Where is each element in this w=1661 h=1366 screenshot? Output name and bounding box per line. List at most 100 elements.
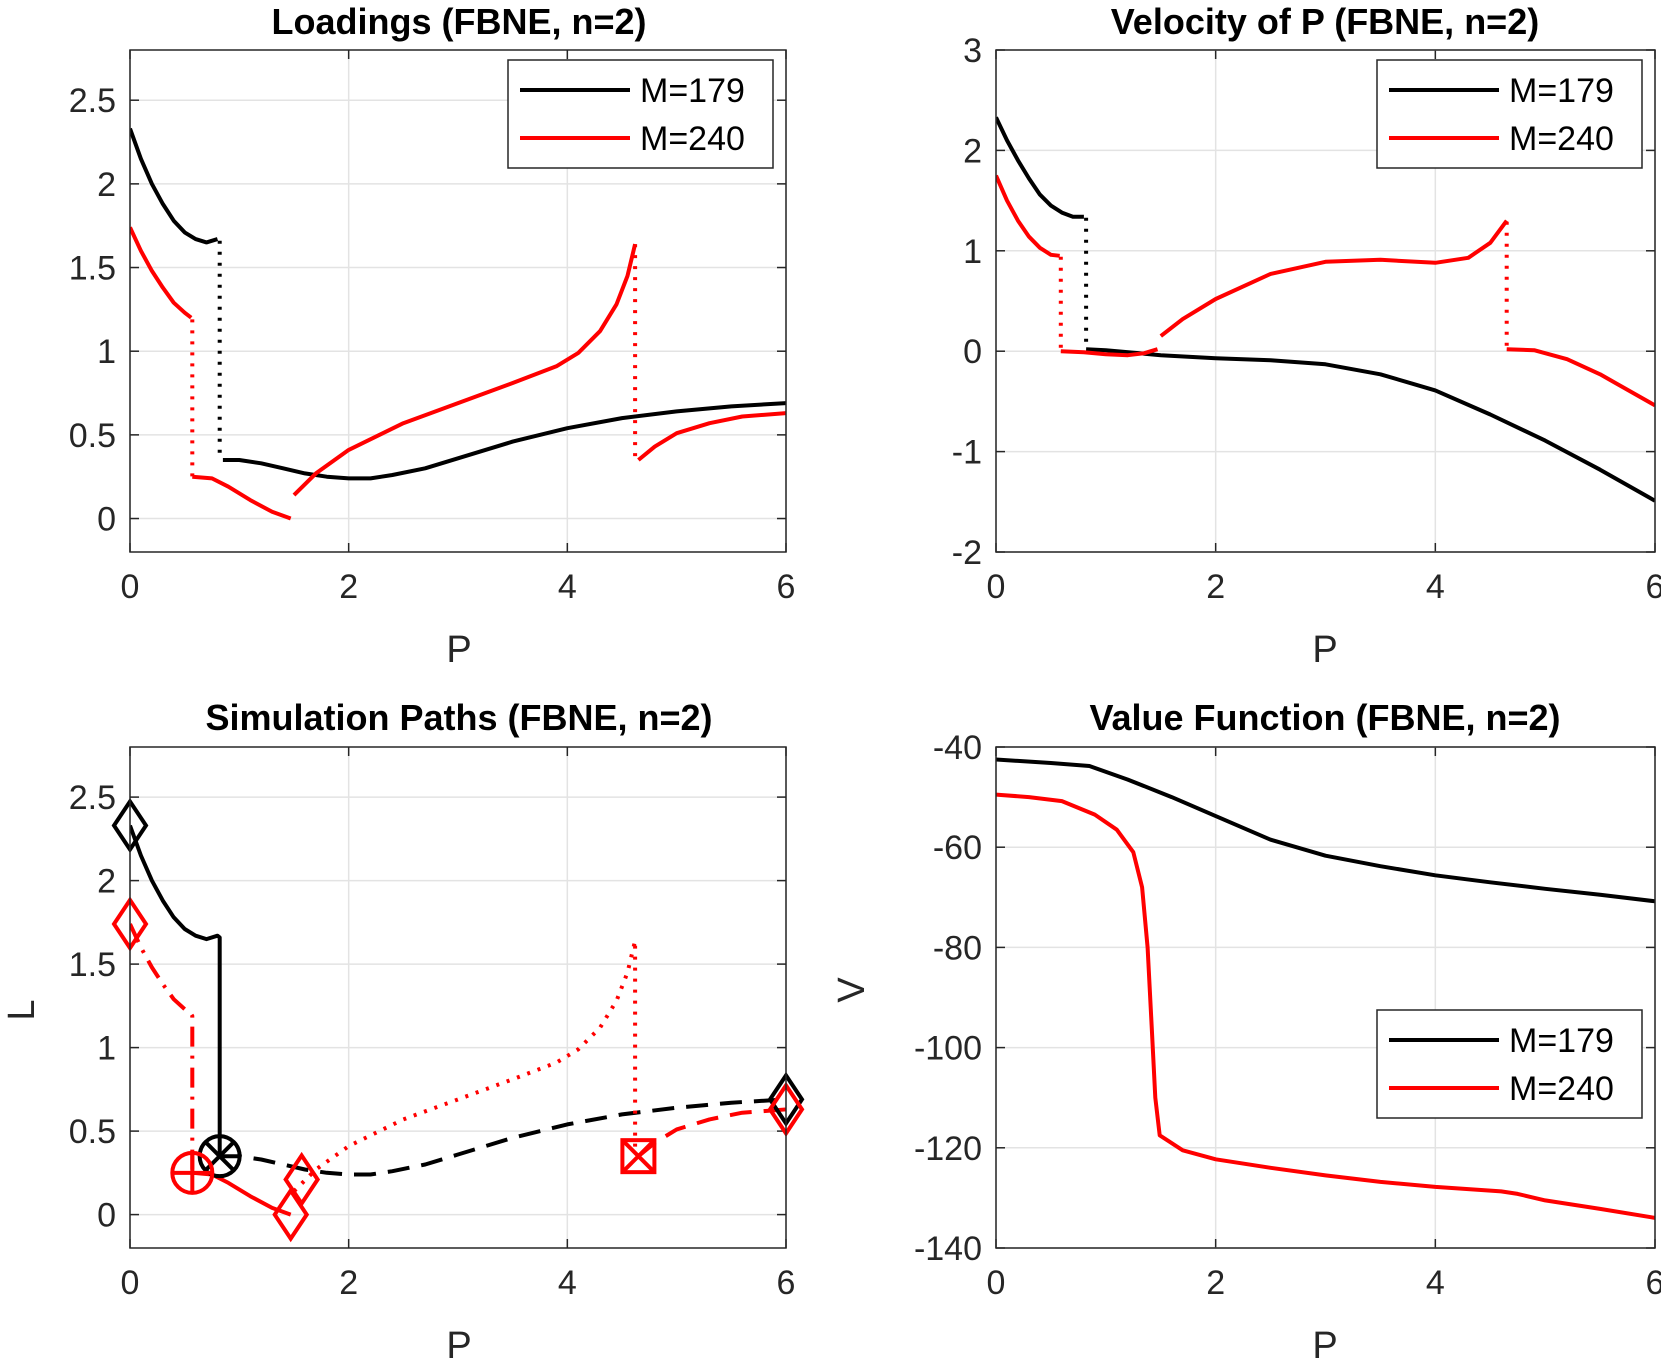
x-tick-label: 6	[777, 1264, 796, 1302]
panel-value-function: 0 2 4 6 -140 -120 -100 -80 -60 -40 M=179 M=240 Valu…	[831, 697, 1661, 1366]
legend-label: M=179	[1509, 1022, 1614, 1060]
series-line-m-240	[996, 792, 1655, 1220]
x-tick-label: 6	[1646, 1264, 1661, 1302]
series-line-black-path	[219, 1097, 786, 1177]
series-line-m-240	[1159, 219, 1509, 338]
square-shape	[620, 1138, 657, 1175]
y-tick-label: 1	[963, 233, 982, 271]
y-tick-label: -120	[914, 1130, 982, 1168]
x-axis-label: P	[446, 1325, 471, 1366]
legend: M=179 M=240	[507, 59, 774, 169]
axes-frame	[995, 49, 1656, 553]
series-line-m-179	[130, 127, 219, 245]
x-tick-label: 0	[987, 1264, 1006, 1302]
x-tick-label: 2	[1206, 568, 1225, 606]
legend-label: M=179	[1509, 72, 1614, 110]
chart-title: Loadings (FBNE, n=2)	[271, 1, 646, 42]
legend-box	[1376, 59, 1643, 169]
x-tick-label: 4	[558, 1264, 577, 1302]
plot-area: 0 2 4 6 -2 -1 0 1 2 3 M=179 M=240	[952, 32, 1661, 606]
y-tick-label: 3	[963, 32, 982, 70]
x-axis-label: P	[1312, 629, 1337, 671]
chart-title: Value Function (FBNE, n=2)	[1089, 697, 1560, 738]
series-line-m-179	[996, 116, 1084, 219]
legend-box	[507, 59, 774, 169]
legend-label: M=240	[640, 120, 745, 158]
series-line-red-path	[130, 923, 195, 1173]
cross-stroke	[620, 1138, 656, 1174]
legend-label: M=179	[640, 72, 745, 110]
x-tick-label: 4	[1426, 1264, 1445, 1302]
marker-circle-plus	[170, 1150, 215, 1195]
series-group	[996, 116, 1655, 503]
y-tick-label: 2	[963, 132, 982, 170]
legend-label: M=240	[1509, 120, 1614, 158]
y-axis-label: V	[831, 977, 873, 1003]
series-line-m-179	[222, 401, 786, 481]
axes-frame	[129, 746, 787, 1249]
plot-area: 0 2 4 6 -140 -120 -100 -80 -60 -40 M=179 M=240	[914, 729, 1661, 1302]
y-tick-label: 0.5	[69, 417, 116, 455]
y-tick-label: -60	[933, 829, 982, 867]
x-tick-label: 0	[121, 1264, 140, 1302]
y-tick-label: -1	[952, 434, 982, 472]
series-line-m-179	[996, 757, 1655, 904]
x-tick-label: 4	[558, 568, 577, 606]
y-tick-label: -80	[933, 929, 982, 967]
panel-simulation-paths: 0 2 4 6 0 0.5 1 1.5 2 2.5 Simulation Paths (FBNE,…	[1, 697, 805, 1366]
plot-background	[996, 747, 1655, 1248]
x-tick-label: 6	[1646, 568, 1661, 606]
legend: M=179 M=240	[1376, 59, 1643, 169]
x-tick-label: 4	[1426, 568, 1445, 606]
series-line-m-240	[1506, 347, 1655, 408]
y-tick-label: -2	[952, 534, 982, 572]
legend-label: M=240	[1509, 1070, 1614, 1108]
y-axis-label: L	[1, 999, 43, 1020]
series-group	[130, 127, 786, 521]
marker-square-x	[620, 1138, 657, 1175]
y-tick-label: 0	[97, 1197, 116, 1235]
x-tick-label: 0	[121, 568, 140, 606]
x-axis-label: P	[1312, 1325, 1337, 1366]
series-line-m-240	[292, 243, 638, 497]
series-line-m-240	[1060, 347, 1159, 358]
series-line-m-240	[996, 174, 1060, 258]
y-tick-label: 2	[97, 166, 116, 204]
y-tick-label: 0	[963, 333, 982, 371]
panel-velocity: 0 2 4 6 -2 -1 0 1 2 3 M=179 M=240 Velocity of P (FB…	[952, 1, 1661, 671]
x-axis-label: P	[446, 629, 471, 671]
series-line-m-240	[192, 474, 292, 521]
series-group	[130, 824, 786, 1217]
diamond-shape	[283, 1151, 321, 1208]
x-tick-label: 6	[777, 568, 796, 606]
plot-area: 0 2 4 6 0 0.5 1 1.5 2 2.5 M=179 M=240	[69, 49, 796, 606]
y-tick-label: 2.5	[69, 82, 116, 120]
y-tick-label: 1	[97, 333, 116, 371]
y-tick-label: 1.5	[69, 250, 116, 288]
x-tick-label: 2	[339, 1264, 358, 1302]
series-line-m-240	[130, 226, 193, 320]
series-group	[996, 757, 1655, 1220]
y-tick-label: 0	[97, 501, 116, 539]
panel-loadings: 0 2 4 6 0 0.5 1 1.5 2 2.5 M=179 M=240 Loadings (FBN…	[69, 1, 796, 671]
x-tick-label: 2	[339, 568, 358, 606]
legend: M=179 M=240	[1376, 1009, 1643, 1119]
y-tick-label: 0.5	[69, 1113, 116, 1151]
y-tick-label: -140	[914, 1230, 982, 1268]
marker-diamond	[283, 1151, 321, 1208]
y-tick-label: -40	[933, 729, 982, 767]
axes-frame	[995, 746, 1656, 1249]
x-tick-label: 2	[1206, 1264, 1225, 1302]
y-tick-label: 2.5	[69, 779, 116, 817]
y-tick-label: 1.5	[69, 946, 116, 984]
chart-title: Simulation Paths (FBNE, n=2)	[205, 697, 712, 738]
legend-box	[1376, 1009, 1643, 1119]
x-tick-label: 0	[987, 568, 1006, 606]
axes-frame	[129, 49, 787, 553]
series-line-black-path	[130, 824, 222, 1157]
plot-area: 0 2 4 6 0 0.5 1 1.5 2 2.5	[69, 746, 805, 1302]
y-tick-label: 1	[97, 1030, 116, 1068]
y-tick-label: 2	[97, 863, 116, 901]
series-line-m-179	[1085, 347, 1655, 503]
